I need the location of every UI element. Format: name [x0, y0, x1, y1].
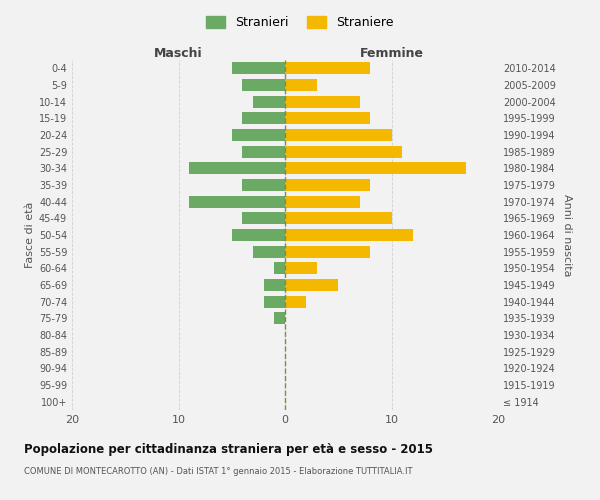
Bar	[264, 279, 285, 291]
Y-axis label: Fasce di età: Fasce di età	[25, 202, 35, 268]
Bar	[285, 229, 413, 241]
Bar	[232, 229, 285, 241]
Bar	[232, 129, 285, 141]
Bar	[285, 279, 338, 291]
Bar	[242, 146, 285, 158]
Bar	[285, 196, 359, 207]
Text: Maschi: Maschi	[154, 47, 203, 60]
Bar	[242, 179, 285, 191]
Bar	[285, 96, 359, 108]
Text: Femmine: Femmine	[359, 47, 424, 60]
Bar	[242, 212, 285, 224]
Bar	[285, 262, 317, 274]
Legend: Stranieri, Straniere: Stranieri, Straniere	[202, 11, 398, 34]
Bar	[285, 162, 466, 174]
Text: Popolazione per cittadinanza straniera per età e sesso - 2015: Popolazione per cittadinanza straniera p…	[24, 442, 433, 456]
Bar	[264, 296, 285, 308]
Bar	[189, 162, 285, 174]
Text: COMUNE DI MONTECAROTTO (AN) - Dati ISTAT 1° gennaio 2015 - Elaborazione TUTTITAL: COMUNE DI MONTECAROTTO (AN) - Dati ISTAT…	[24, 468, 413, 476]
Bar	[242, 112, 285, 124]
Bar	[285, 179, 370, 191]
Bar	[285, 112, 370, 124]
Bar	[253, 96, 285, 108]
Bar	[285, 129, 392, 141]
Bar	[253, 246, 285, 258]
Bar	[189, 196, 285, 207]
Bar	[285, 246, 370, 258]
Bar	[232, 62, 285, 74]
Bar	[285, 146, 402, 158]
Bar	[274, 312, 285, 324]
Y-axis label: Anni di nascita: Anni di nascita	[562, 194, 572, 276]
Bar	[285, 79, 317, 91]
Bar	[285, 212, 392, 224]
Bar	[285, 62, 370, 74]
Bar	[285, 296, 307, 308]
Bar	[242, 79, 285, 91]
Bar	[274, 262, 285, 274]
